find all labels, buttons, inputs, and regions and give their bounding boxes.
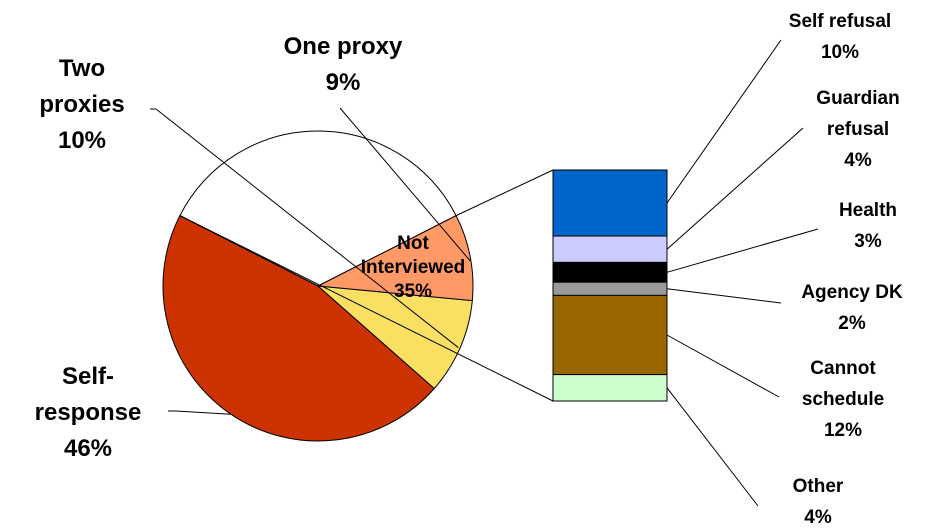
bar-segment-guardian-refusal [552,235,668,263]
leader-line-agency-dk [666,288,782,304]
segment-value-agency-dk: 2% [838,313,866,334]
slice-label-self-response: Self- [62,363,114,390]
pie-slice-two-proxies [316,285,473,390]
bar-segment-self-refusal [552,169,668,237]
bar-segment-cannot-schedule [552,294,668,376]
slice-value-self-response: 46% [64,435,112,462]
leader-line-self-response [175,410,231,415]
slice-label-not-interviewed: Not [397,233,429,254]
slice-value-two-proxies: 10% [58,127,106,154]
segment-value-cannot-schedule: 12% [824,420,862,441]
leader-line-one-proxy [339,107,471,262]
leader-line-health [666,228,819,273]
segment-label-agency-dk: Agency DK [801,282,903,303]
pie-slice-one-proxy [316,214,474,302]
slice-label-two-proxies: Two [59,55,105,82]
leader-line-guardian-refusal [666,127,804,250]
segment-label-other: Other [793,476,844,497]
bar-segment-agency-dk [552,281,668,296]
segment-value-guardian-refusal: 4% [844,150,872,171]
leader-line-two-proxies [155,108,459,348]
segment-value-other: 4% [804,507,832,528]
leader-line-self-refusal [666,39,782,204]
connector-line-top [455,169,554,217]
segment-value-health: 3% [854,231,882,252]
segment-label-health: Health [839,200,897,221]
slice-label-not-interviewed: Interviewed [361,257,466,278]
slice-label-one-proxy: One proxy [284,33,403,60]
connector-line-bottom [179,215,554,402]
leader-line-cannot-schedule [666,334,780,398]
bar-segment-health [552,261,668,283]
leader-line-other [666,387,759,507]
bar-segment-other [552,374,668,402]
slice-label-two-proxies: proxies [39,91,124,118]
segment-label-guardian-refusal: refusal [827,119,889,140]
segment-label-guardian-refusal: Guardian [816,88,899,109]
slice-value-one-proxy: 9% [326,69,361,96]
slice-label-self-response: response [35,399,142,426]
segment-label-cannot-schedule: schedule [802,389,884,410]
segment-value-self-refusal: 10% [821,42,859,63]
segment-label-cannot-schedule: Cannot [810,358,876,379]
pie-slice-not-interviewed [179,130,457,287]
segment-label-self-refusal: Self refusal [789,11,891,32]
slice-value-not-interviewed: 35% [394,281,432,302]
